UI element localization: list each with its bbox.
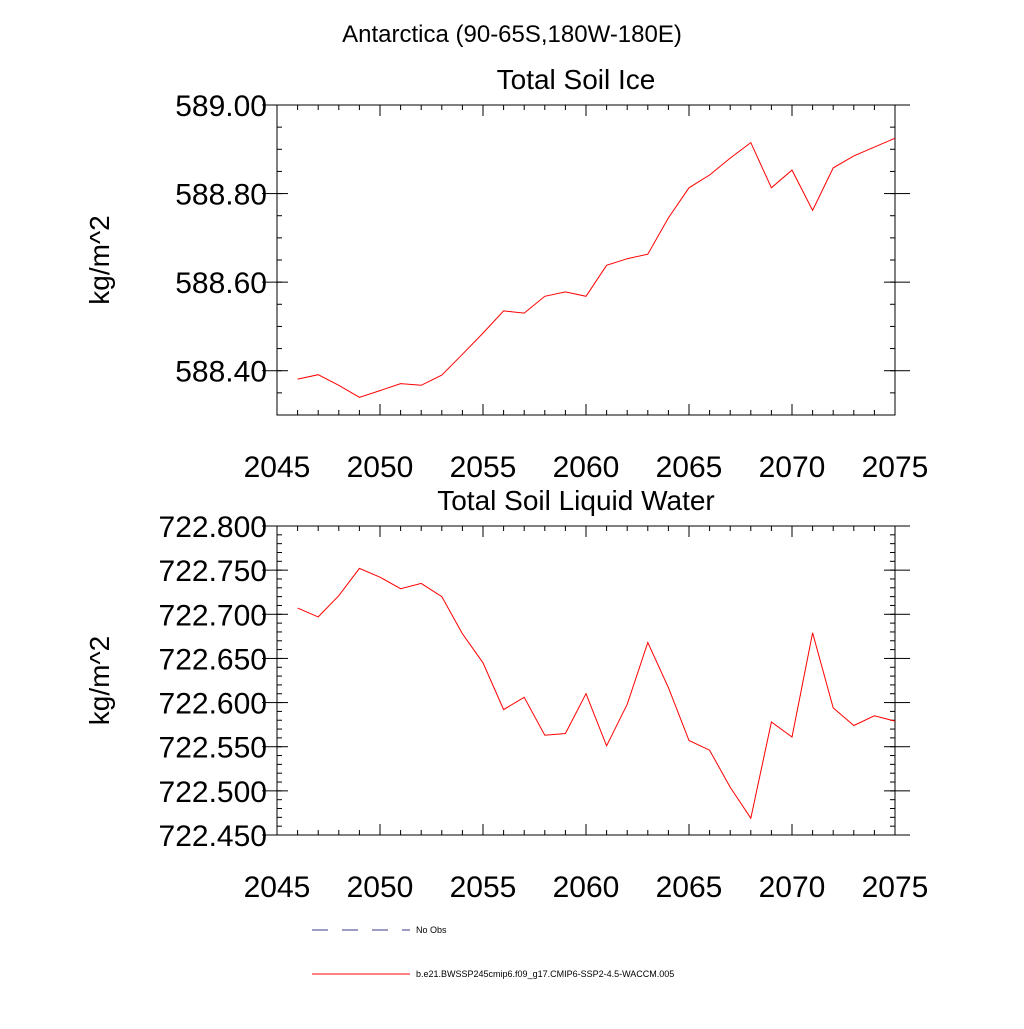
series-line-model	[297, 137, 896, 398]
x-tick-label: 2045	[244, 451, 311, 484]
x-tick-label: 2055	[450, 451, 517, 484]
x-tick-label: 2075	[862, 451, 929, 484]
x-tick-label: 2045	[244, 871, 311, 904]
panel-title: Total Soil Ice	[497, 64, 656, 95]
y-axis-label: kg/m^2	[84, 636, 115, 725]
figure-title: Antarctica (90-65S,180W-180E)	[342, 21, 682, 48]
series-line-model	[297, 567, 896, 820]
x-tick-label: 2050	[347, 451, 414, 484]
y-tick-label: 722.600	[159, 688, 267, 721]
x-tick-label: 2055	[450, 871, 517, 904]
panel-title: Total Soil Liquid Water	[437, 485, 715, 516]
y-tick-label: 722.700	[159, 599, 267, 632]
y-tick-label: 722.650	[159, 643, 267, 676]
legend-label-no-obs: No Obs	[416, 925, 447, 935]
y-tick-label: 722.800	[159, 511, 267, 544]
y-axis-label: kg/m^2	[84, 215, 115, 304]
y-tick-label: 722.750	[159, 555, 267, 588]
y-tick-label: 722.550	[159, 732, 267, 765]
x-tick-label: 2050	[347, 871, 414, 904]
y-tick-label: 588.80	[175, 179, 267, 212]
panel-total-soil-liquid-water: Total Soil Liquid Water kg/m^2 2045 2050 205…	[84, 485, 928, 904]
x-tick-label: 2060	[553, 871, 620, 904]
x-tick-label: 2060	[553, 451, 620, 484]
panel-total-soil-ice: Total Soil Ice kg/m^2 2045 2050 2055 2060 2065…	[84, 64, 928, 484]
x-tick-label: 2070	[759, 451, 826, 484]
x-tick-label: 2065	[656, 451, 723, 484]
y-tick-label: 722.500	[159, 776, 267, 809]
legend-label-model: b.e21.BWSSP245cmip6.f09_g17.CMIP6-SSP2-4…	[416, 969, 674, 979]
plot-frame	[276, 104, 896, 416]
x-tick-label: 2075	[862, 871, 929, 904]
y-tick-label: 722.450	[159, 820, 267, 853]
y-tick-label: 589.00	[175, 90, 267, 123]
x-tick-label: 2065	[656, 871, 723, 904]
x-tick-label: 2070	[759, 871, 826, 904]
legend: No Obs b.e21.BWSSP245cmip6.f09_g17.CMIP6…	[312, 925, 674, 979]
y-tick-label: 588.40	[175, 356, 267, 389]
y-tick-label: 588.60	[175, 267, 267, 300]
